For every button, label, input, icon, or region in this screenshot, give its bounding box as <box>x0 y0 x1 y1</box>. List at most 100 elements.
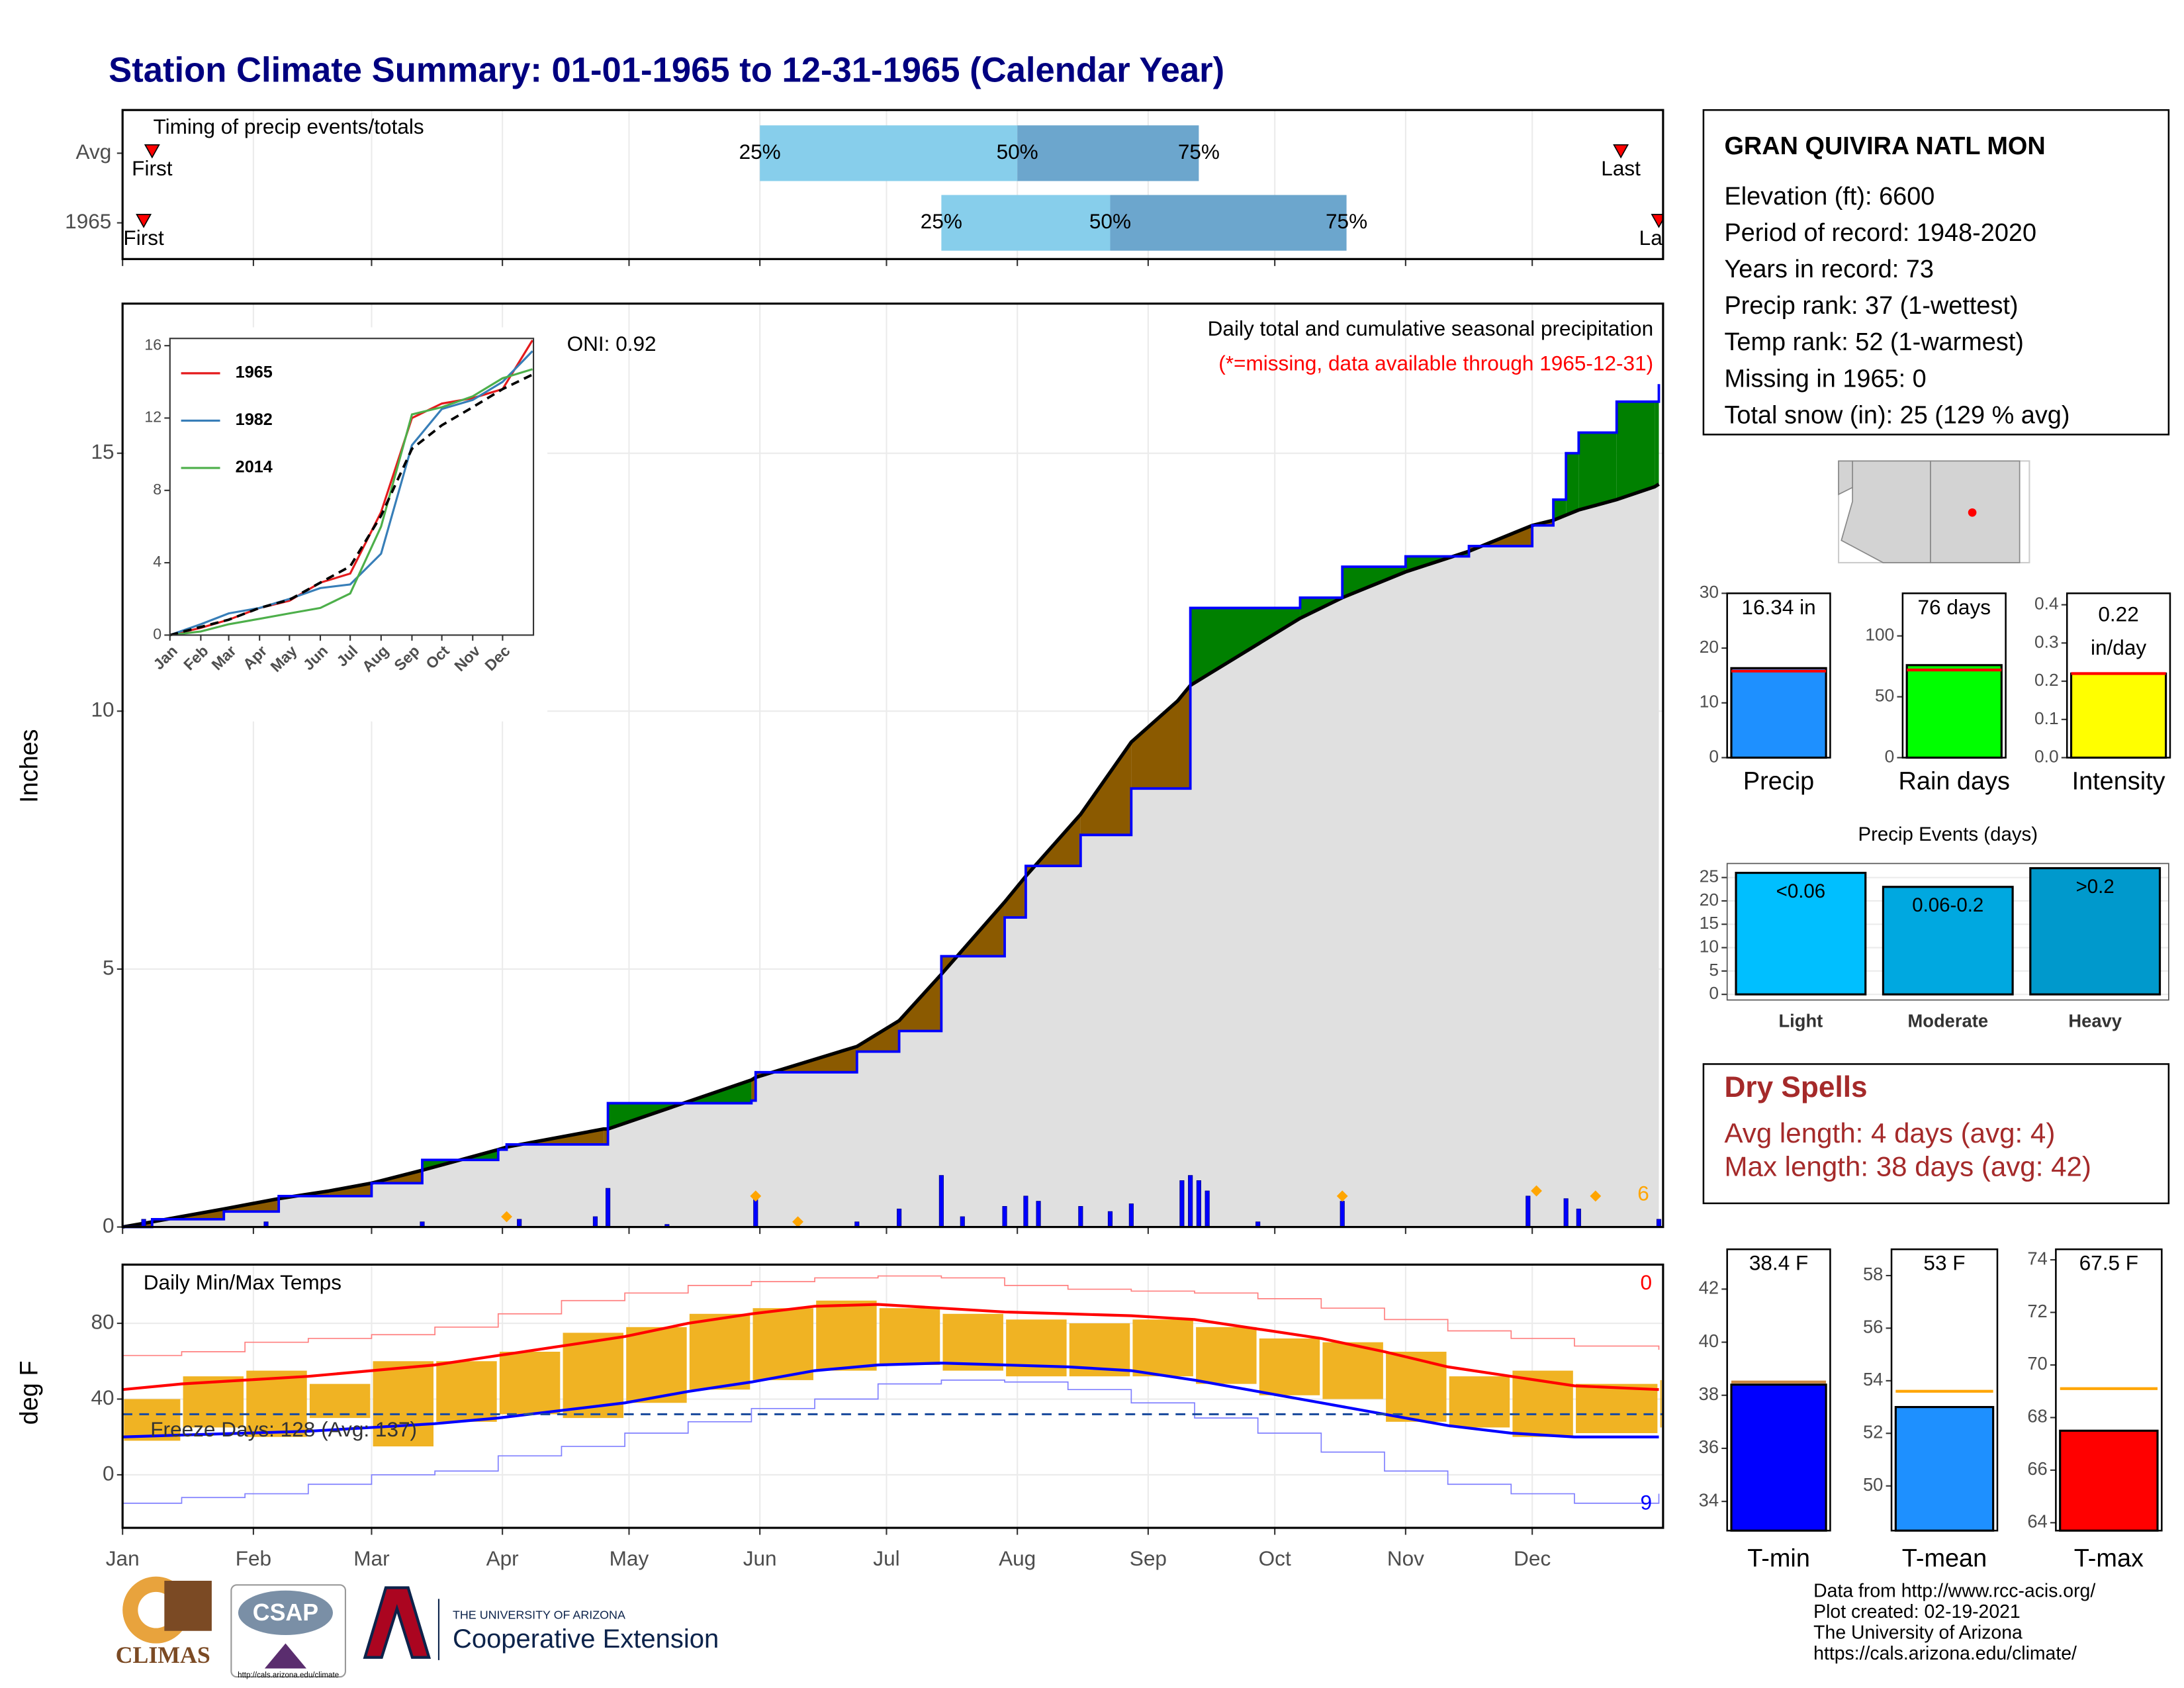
daily-bar <box>1205 1190 1210 1228</box>
y-tick-label: 20 <box>1700 637 1719 657</box>
oni-label: ONI: 0.92 <box>567 332 657 355</box>
daily-bar <box>1036 1201 1041 1228</box>
temp-bar <box>626 1327 687 1403</box>
y-tick-label: 0.2 <box>2034 670 2059 690</box>
x-tick-label: Oct <box>1259 1546 1291 1570</box>
logo-shape <box>264 1643 307 1669</box>
temp-bar <box>246 1370 307 1437</box>
temp-bar <box>124 1399 181 1441</box>
station-line: Elevation (ft): 6600 <box>1724 183 1934 211</box>
x-tick-label: Jun <box>743 1546 777 1570</box>
y-tick-label: 5 <box>1709 960 1719 980</box>
x-tick-label: Jan <box>106 1546 140 1570</box>
temp-bar <box>689 1313 751 1390</box>
bar <box>2029 867 2161 996</box>
deficit-area <box>1080 742 1132 835</box>
value-label: 0.22 <box>2098 602 2138 626</box>
logo-text: CSAP <box>253 1599 318 1626</box>
x-tick-label: Mar <box>353 1546 389 1570</box>
y-tick-label: 52 <box>1863 1422 1883 1442</box>
category-label: Rain days <box>1899 767 2010 795</box>
dry-spells-box <box>1702 1063 2170 1205</box>
daily-bar <box>1576 1208 1581 1228</box>
dry-spells-line: Avg length: 4 days (avg: 4) <box>1724 1117 2055 1149</box>
y-tick-label: 38 <box>1699 1383 1719 1404</box>
timing-title: Timing of precip events/totals <box>154 115 424 138</box>
y-tick-label: 72 <box>2027 1301 2047 1321</box>
plot-frame <box>121 303 1664 1229</box>
event-marker <box>136 214 152 228</box>
y-tick-label: 74 <box>2027 1248 2047 1268</box>
y-tick-label: 25 <box>1700 867 1719 886</box>
y-tick-label: 8 <box>153 481 161 498</box>
y-tick-label: 40 <box>1699 1331 1719 1351</box>
y-tick-label: 30 <box>1700 582 1719 602</box>
plot-frame <box>1726 1248 1831 1532</box>
temp-bar <box>1660 1380 1662 1428</box>
y-tick-label: 34 <box>1699 1489 1719 1510</box>
normal-max-line <box>122 1303 1659 1391</box>
surplus-area <box>1578 432 1617 510</box>
snow-count: 6 <box>1637 1182 1649 1205</box>
station-line: Missing in 1965: 0 <box>1724 365 1926 393</box>
chart-subtitle: Daily total and cumulative seasonal prec… <box>1208 316 1653 340</box>
plot-frame <box>2055 1248 2163 1532</box>
station-line: Years in record: 73 <box>1724 256 1933 283</box>
bar <box>1905 664 2003 759</box>
snow-marker <box>792 1216 803 1228</box>
legend-label: 2014 <box>236 458 273 477</box>
daily-bar <box>1563 1198 1569 1228</box>
x-tick-label: Aug <box>999 1546 1036 1570</box>
credit: Data from http://www.rcc-acis.org/ <box>1813 1580 2095 1601</box>
plot-frame <box>1726 592 1831 759</box>
deficit-area <box>1131 700 1178 789</box>
y-tick-label: 70 <box>2027 1353 2047 1374</box>
category-label: T-max <box>2074 1544 2144 1572</box>
series-line <box>169 368 533 636</box>
daily-bar <box>938 1175 944 1228</box>
temp-bar <box>1259 1338 1320 1395</box>
quartile-bar <box>1110 195 1347 251</box>
logo-shape <box>238 1590 333 1636</box>
y-tick-label: 10 <box>1700 937 1719 957</box>
category-label: Light <box>1778 1011 1823 1031</box>
daily-bar <box>1188 1175 1193 1228</box>
quartile-label: 50% <box>1089 209 1131 233</box>
event-label: Last <box>1601 156 1641 180</box>
daily-bar <box>1179 1180 1185 1228</box>
daily-bar <box>960 1216 965 1228</box>
average-line <box>169 373 533 637</box>
daily-bar <box>606 1188 611 1228</box>
quartile-label: 25% <box>921 209 962 233</box>
temp-bar <box>373 1361 434 1447</box>
climas-logo: CLIMAS <box>116 1576 212 1668</box>
plot-frame <box>121 1263 1664 1529</box>
daily-bar <box>1023 1196 1028 1228</box>
temp-bar <box>1576 1383 1658 1434</box>
y-tick-label: 15 <box>1700 913 1719 933</box>
daily-bar <box>1002 1205 1007 1228</box>
bin-label: <0.06 <box>1776 880 1826 902</box>
daily-bar <box>592 1216 598 1228</box>
quartile-bar <box>1017 125 1199 181</box>
page-title: Station Climate Summary: 01-01-1965 to 1… <box>109 50 1224 89</box>
y-tick-label: 50 <box>1863 1474 1883 1495</box>
y-tick-label: 80 <box>91 1309 114 1333</box>
daily-bar <box>897 1208 902 1228</box>
temp-bar <box>816 1300 877 1371</box>
credit: https://cals.arizona.edu/climate/ <box>1813 1643 2077 1664</box>
y-tick-label: 0 <box>103 1461 114 1485</box>
record-max-line <box>122 1275 1660 1356</box>
y-tick-label: 0 <box>1709 747 1719 767</box>
event-marker <box>1613 144 1629 159</box>
daily-bar <box>1340 1201 1345 1228</box>
logo-shape <box>164 1580 212 1631</box>
map-california <box>1838 460 1853 496</box>
bar <box>1730 667 1827 759</box>
event-label: Last <box>1639 226 1679 250</box>
surplus-area <box>1616 401 1655 500</box>
y-tick-label: 0.3 <box>2034 632 2059 651</box>
category-label: Heavy <box>2068 1011 2122 1031</box>
deficit-area <box>1177 685 1191 789</box>
